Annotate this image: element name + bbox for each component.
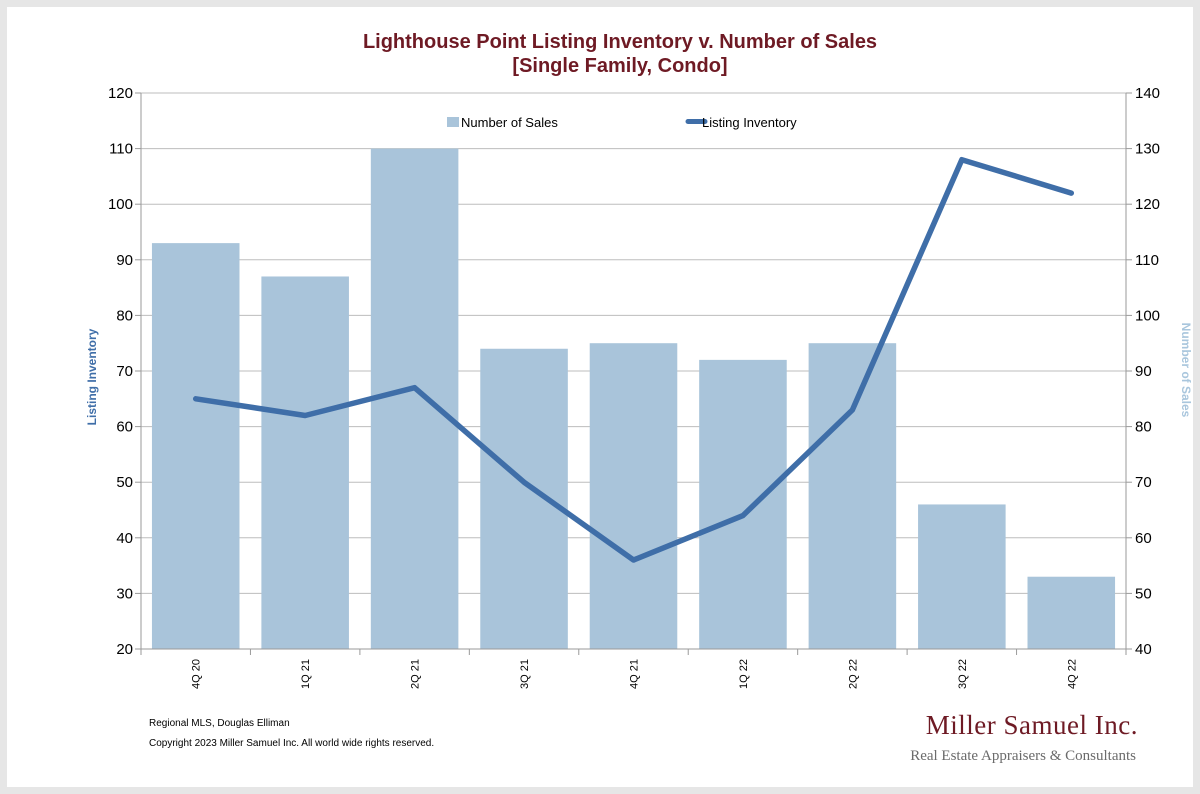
brand-logo-name: Miller Samuel Inc. bbox=[926, 710, 1138, 740]
bar-number-of-sales bbox=[699, 359, 787, 649]
legend-label-number-of-sales: Number of Sales bbox=[461, 115, 558, 130]
right-tick-label: 140 bbox=[1135, 85, 1160, 102]
x-tick-label: 4Q 21 bbox=[629, 659, 641, 689]
left-tick-label: 100 bbox=[108, 196, 133, 213]
x-tick-label: 1Q 22 bbox=[738, 659, 750, 689]
chart-canvas: Lighthouse Point Listing Inventory v. Nu… bbox=[85, 31, 1193, 764]
legend-label-listing-inventory: Listing Inventory bbox=[702, 115, 797, 130]
legend-swatch-number-of-sales bbox=[447, 117, 459, 127]
right-tick-label: 40 bbox=[1135, 641, 1152, 658]
x-tick-label: 4Q 20 bbox=[191, 659, 203, 689]
legend: Number of Sales Listing Inventory bbox=[447, 115, 797, 130]
right-tick-label: 120 bbox=[1135, 196, 1160, 213]
x-tick-label: 3Q 22 bbox=[957, 659, 969, 689]
right-tick-label: 110 bbox=[1135, 252, 1159, 269]
left-tick-label: 20 bbox=[116, 641, 133, 658]
x-tick-label: 2Q 22 bbox=[847, 659, 859, 689]
left-tick-label: 70 bbox=[116, 363, 133, 380]
left-tick-label: 30 bbox=[116, 585, 133, 602]
right-axis-title: Number of Sales bbox=[1179, 323, 1193, 418]
source-note: Regional MLS, Douglas Elliman bbox=[149, 718, 290, 729]
chart-title: Lighthouse Point Listing Inventory v. Nu… bbox=[363, 31, 877, 53]
right-tick-label: 100 bbox=[1135, 307, 1160, 324]
left-tick-label: 120 bbox=[108, 85, 133, 102]
left-tick-label: 80 bbox=[116, 307, 133, 324]
right-tick-label: 90 bbox=[1135, 363, 1152, 380]
right-tick-label: 50 bbox=[1135, 585, 1152, 602]
brand-logo-tagline: Real Estate Appraisers & Consultants bbox=[910, 748, 1136, 764]
left-tick-label: 90 bbox=[116, 252, 133, 269]
bar-number-of-sales bbox=[261, 276, 349, 649]
bar-number-of-sales bbox=[1027, 576, 1116, 649]
x-tick-label: 3Q 21 bbox=[519, 659, 531, 689]
left-tick-label: 40 bbox=[116, 530, 133, 547]
x-tick-label: 1Q 21 bbox=[300, 659, 312, 689]
bar-number-of-sales bbox=[808, 343, 897, 649]
bar-number-of-sales bbox=[918, 504, 1006, 649]
bar-number-of-sales bbox=[589, 343, 678, 649]
left-axis-title: Listing Inventory bbox=[85, 328, 99, 425]
right-tick-label: 60 bbox=[1135, 530, 1152, 547]
right-tick-label: 80 bbox=[1135, 419, 1152, 436]
bar-number-of-sales bbox=[480, 348, 568, 649]
bar-series-number-of-sales bbox=[151, 148, 1116, 649]
x-tick-label: 2Q 21 bbox=[410, 659, 422, 689]
copyright-note: Copyright 2023 Miller Samuel Inc. All wo… bbox=[149, 738, 434, 749]
bar-number-of-sales bbox=[370, 148, 459, 649]
bar-number-of-sales bbox=[151, 243, 240, 649]
chart-frame: Lighthouse Point Listing Inventory v. Nu… bbox=[7, 7, 1193, 787]
axes: 20 30 40 50 60 70 80 90 100 110 120 40 50 60 70 80 90 100… bbox=[108, 85, 1160, 689]
chart-subtitle: [Single Family, Condo] bbox=[512, 55, 727, 77]
x-tick-label: 4Q 22 bbox=[1066, 659, 1078, 689]
left-tick-label: 110 bbox=[109, 141, 133, 158]
right-tick-label: 70 bbox=[1135, 474, 1152, 491]
left-tick-label: 50 bbox=[116, 474, 133, 491]
line-series-listing-inventory bbox=[192, 156, 1075, 563]
right-tick-label: 130 bbox=[1135, 141, 1160, 158]
left-tick-label: 60 bbox=[116, 419, 133, 436]
